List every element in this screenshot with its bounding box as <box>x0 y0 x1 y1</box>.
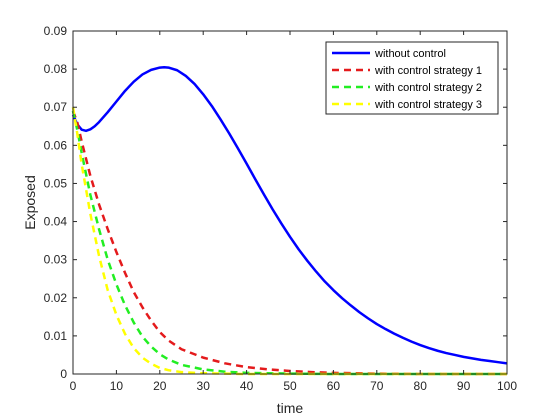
x-tick-label: 70 <box>370 379 384 393</box>
legend-label-4: with control strategy 3 <box>374 99 482 111</box>
x-tick-label: 100 <box>497 379 517 393</box>
y-tick-label: 0.01 <box>44 329 68 343</box>
legend-label-1: without control <box>374 48 446 60</box>
y-tick-label: 0.03 <box>44 253 68 267</box>
y-tick-label: 0.05 <box>44 176 68 190</box>
series-line-1 <box>71 65 508 365</box>
x-tick-label: 20 <box>153 379 167 393</box>
y-tick-label: 0 <box>60 367 67 381</box>
x-tick-label: 0 <box>70 379 77 393</box>
y-tick-label: 0.06 <box>44 138 68 152</box>
ticks-layer: 0 10 20 30 40 50 60 70 80 90 100 0 0.01 0.02 0.03 0.04 0… <box>44 24 518 393</box>
series-line-3 <box>71 110 507 376</box>
x-axis-label: time <box>277 400 304 416</box>
x-tick-label: 60 <box>327 379 341 393</box>
x-tick-label: 50 <box>283 379 297 393</box>
x-tick-label: 40 <box>240 379 254 393</box>
y-axis-label: Exposed <box>22 175 38 229</box>
y-tick-label: 0.04 <box>44 215 68 229</box>
y-tick-label: 0.02 <box>44 291 68 305</box>
legend-label-3: with control strategy 2 <box>374 82 482 94</box>
legend-label-2: with control strategy 1 <box>374 65 482 77</box>
y-tick-label: 0.09 <box>44 24 68 38</box>
x-tick-label: 10 <box>110 379 124 393</box>
x-tick-label: 30 <box>197 379 211 393</box>
y-tick-label: 0.08 <box>44 62 68 76</box>
y-tick-label: 0.07 <box>44 100 68 114</box>
x-tick-label: 80 <box>414 379 428 393</box>
legend: without control with control strategy 1 wi… <box>325 41 499 115</box>
x-tick-label: 90 <box>457 379 471 393</box>
